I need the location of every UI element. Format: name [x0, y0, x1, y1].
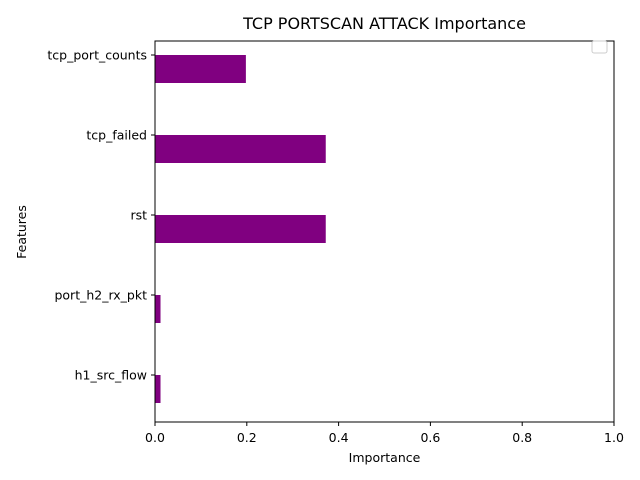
bar-h1-src-flow — [155, 375, 161, 403]
x-tick-label: 0.0 — [145, 430, 165, 445]
bar-port-h2-rx-pkt — [155, 295, 161, 323]
legend-box — [591, 40, 608, 54]
y-axis-label: Features — [14, 205, 29, 259]
x-axis-label: Importance — [349, 450, 421, 465]
x-tick-label: 0.4 — [329, 430, 349, 445]
x-tick-label: 1.0 — [604, 430, 624, 445]
x-axis-ticks: 0.0 0.2 0.4 0.6 0.8 1.0 — [145, 422, 624, 445]
x-tick-label: 0.8 — [512, 430, 532, 445]
y-tick-label: h1_src_flow — [75, 368, 147, 383]
y-tick-label: port_h2_rx_pkt — [54, 288, 147, 303]
y-tick-label: tcp_port_counts — [47, 48, 147, 63]
plot-frame — [154, 40, 615, 423]
x-tick-label: 0.2 — [237, 430, 257, 445]
bar-tcp-failed — [155, 135, 326, 163]
plot-area — [155, 55, 326, 403]
y-tick-label: rst — [130, 208, 147, 223]
x-tick-label: 0.6 — [420, 430, 440, 445]
y-tick-label: tcp_failed — [86, 128, 147, 143]
bar-rst — [155, 215, 326, 243]
chart-title: TCP PORTSCAN ATTACK Importance — [242, 14, 526, 33]
bar-tcp-port-counts — [155, 55, 246, 83]
